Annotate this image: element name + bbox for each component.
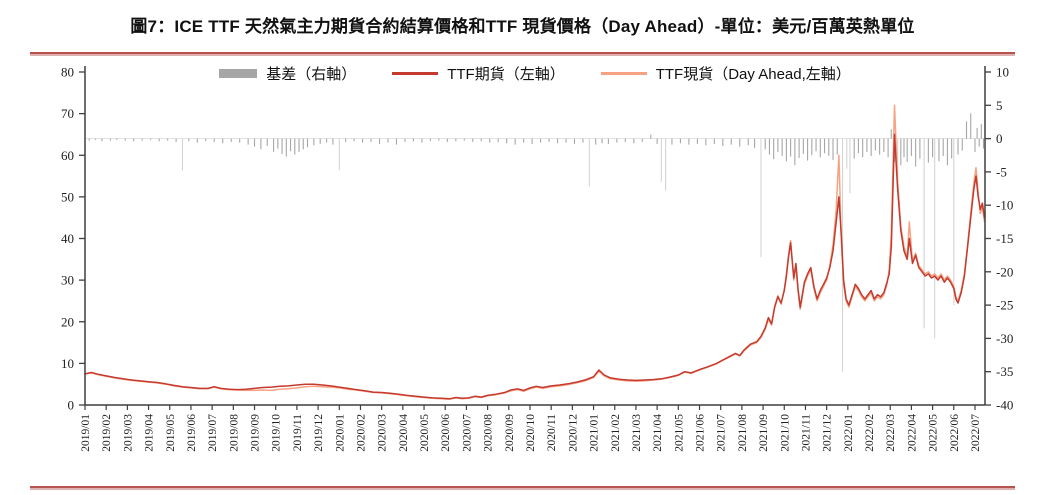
svg-text:2021/05: 2021/05 xyxy=(673,414,685,452)
svg-text:80: 80 xyxy=(61,65,74,80)
svg-text:-35: -35 xyxy=(996,364,1013,379)
svg-text:2021/04: 2021/04 xyxy=(652,414,664,452)
svg-text:2019/08: 2019/08 xyxy=(228,414,240,452)
svg-text:2022/02: 2022/02 xyxy=(864,414,876,452)
svg-text:2019/10: 2019/10 xyxy=(271,414,283,452)
svg-text:2021/08: 2021/08 xyxy=(737,414,749,452)
svg-text:2020/01: 2020/01 xyxy=(334,414,346,452)
svg-text:0: 0 xyxy=(68,398,75,413)
legend-item-spot: TTF現貨（Day Ahead,左軸） xyxy=(600,63,851,84)
svg-text:2022/01: 2022/01 xyxy=(843,414,855,452)
legend-label-basis: 基差（右軸） xyxy=(266,66,357,83)
svg-text:2019/04: 2019/04 xyxy=(144,414,156,452)
svg-text:20: 20 xyxy=(61,314,74,329)
svg-text:2021/06: 2021/06 xyxy=(695,414,707,452)
svg-text:2022/04: 2022/04 xyxy=(906,414,918,452)
basis-swatch xyxy=(219,69,258,78)
basis-bars xyxy=(85,113,985,372)
futures-swatch xyxy=(392,72,439,75)
svg-text:40: 40 xyxy=(61,231,74,246)
figure-title: 圖7：ICE TTF 天然氣主力期貨合約結算價格和TTF 現貨價格（Day Ah… xyxy=(130,17,915,36)
svg-text:2021/12: 2021/12 xyxy=(822,414,834,452)
svg-text:2021/07: 2021/07 xyxy=(716,414,728,452)
svg-text:70: 70 xyxy=(61,106,74,121)
svg-text:2020/04: 2020/04 xyxy=(398,414,410,452)
spot-swatch xyxy=(600,72,647,75)
svg-text:2022/06: 2022/06 xyxy=(949,414,961,452)
svg-text:-40: -40 xyxy=(996,398,1013,413)
svg-text:-15: -15 xyxy=(996,231,1013,246)
svg-text:2022/03: 2022/03 xyxy=(885,414,897,452)
svg-text:-25: -25 xyxy=(996,298,1013,313)
svg-text:2019/12: 2019/12 xyxy=(313,414,325,452)
svg-text:2020/03: 2020/03 xyxy=(377,414,389,452)
legend-label-spot: TTF現貨（Day Ahead,左軸） xyxy=(655,66,851,83)
svg-text:-20: -20 xyxy=(996,264,1013,279)
svg-text:-5: -5 xyxy=(996,164,1007,179)
svg-text:60: 60 xyxy=(61,148,74,163)
svg-text:2021/01: 2021/01 xyxy=(589,414,601,452)
svg-text:2022/07: 2022/07 xyxy=(970,414,982,452)
legend-item-basis: 基差（右軸） xyxy=(219,63,356,84)
x-axis-labels: 2019/01 2019/02 2019/03 2019/04 2019/05 2019/… xyxy=(80,414,982,452)
chart-axes xyxy=(79,66,991,410)
svg-text:2020/06: 2020/06 xyxy=(440,414,452,452)
svg-text:-10: -10 xyxy=(996,198,1013,213)
svg-text:2019/06: 2019/06 xyxy=(186,414,198,452)
svg-text:2019/11: 2019/11 xyxy=(292,414,304,452)
svg-text:50: 50 xyxy=(61,189,74,204)
svg-text:2021/10: 2021/10 xyxy=(779,414,791,452)
svg-text:2019/01: 2019/01 xyxy=(80,414,92,452)
svg-text:2019/03: 2019/03 xyxy=(122,414,134,452)
svg-text:10: 10 xyxy=(996,65,1009,80)
svg-text:2020/09: 2020/09 xyxy=(504,414,516,452)
bottom-divider xyxy=(30,486,1015,488)
chart-legend: 基差（右軸） TTF期貨（左軸） TTF現貨（Day Ahead,左軸） xyxy=(85,63,985,84)
svg-text:2021/03: 2021/03 xyxy=(631,414,643,452)
legend-label-futures: TTF期貨（左軸） xyxy=(447,66,565,83)
svg-text:2021/09: 2021/09 xyxy=(758,414,770,452)
svg-text:-30: -30 xyxy=(996,331,1013,346)
svg-text:2020/12: 2020/12 xyxy=(567,414,579,452)
svg-text:2020/07: 2020/07 xyxy=(461,414,473,452)
svg-text:10: 10 xyxy=(61,356,74,371)
svg-text:0: 0 xyxy=(996,131,1003,146)
svg-text:2019/09: 2019/09 xyxy=(250,414,262,452)
svg-text:2020/10: 2020/10 xyxy=(525,414,537,452)
svg-text:2021/02: 2021/02 xyxy=(610,414,622,452)
svg-text:2020/11: 2020/11 xyxy=(546,414,558,452)
top-divider xyxy=(30,52,1015,54)
svg-text:2019/05: 2019/05 xyxy=(165,414,177,452)
svg-text:2021/11: 2021/11 xyxy=(800,414,812,452)
svg-text:30: 30 xyxy=(61,273,74,288)
svg-text:2020/02: 2020/02 xyxy=(355,414,367,452)
series-lines xyxy=(84,104,986,400)
svg-text:2019/02: 2019/02 xyxy=(101,414,113,452)
svg-text:2020/05: 2020/05 xyxy=(419,414,431,452)
svg-text:2020/08: 2020/08 xyxy=(483,414,495,452)
svg-text:5: 5 xyxy=(996,98,1003,113)
svg-text:2019/07: 2019/07 xyxy=(207,414,219,452)
svg-text:2022/05: 2022/05 xyxy=(928,414,940,452)
legend-item-futures: TTF期貨（左軸） xyxy=(392,63,565,84)
